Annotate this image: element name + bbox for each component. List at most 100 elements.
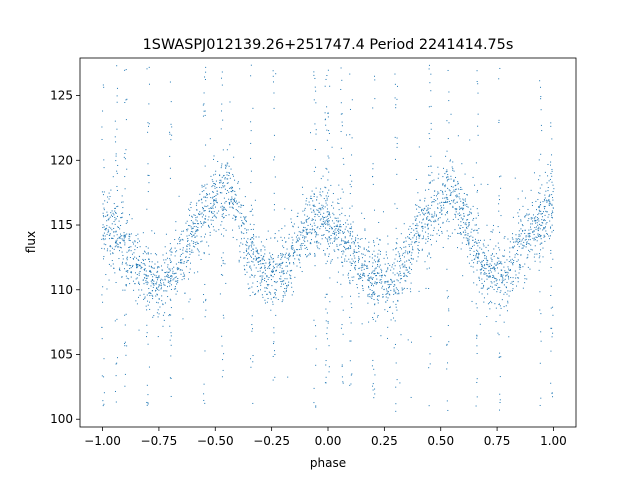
data-point xyxy=(327,211,329,213)
data-point xyxy=(130,271,132,273)
data-point xyxy=(190,207,192,209)
outlier-point xyxy=(115,155,117,157)
data-point xyxy=(225,215,227,217)
data-point xyxy=(523,241,525,243)
data-point xyxy=(508,336,510,338)
data-point xyxy=(392,301,394,303)
data-point xyxy=(329,242,331,244)
data-point xyxy=(497,257,499,259)
data-point xyxy=(490,281,492,283)
data-point xyxy=(170,279,172,281)
data-point xyxy=(536,217,538,219)
data-point xyxy=(221,215,223,217)
outlier-point xyxy=(251,315,253,317)
data-point xyxy=(244,257,246,259)
data-point xyxy=(226,193,228,195)
data-point xyxy=(195,219,197,221)
outlier-point xyxy=(372,168,374,170)
data-point xyxy=(144,251,146,253)
data-point xyxy=(363,273,365,275)
data-point xyxy=(151,279,153,281)
data-point xyxy=(366,265,368,267)
outlier-point xyxy=(551,138,553,140)
data-point xyxy=(358,275,360,277)
data-point xyxy=(427,240,429,242)
data-point xyxy=(403,287,405,289)
data-point xyxy=(215,198,217,200)
data-point xyxy=(266,283,268,285)
outlier-point xyxy=(325,364,327,366)
data-point xyxy=(486,259,488,261)
data-point xyxy=(356,287,358,289)
data-point xyxy=(281,255,283,257)
data-point xyxy=(373,299,375,301)
data-point xyxy=(468,240,470,242)
data-point xyxy=(552,197,554,199)
data-point xyxy=(301,232,303,234)
data-point xyxy=(290,275,292,277)
data-point xyxy=(366,266,368,268)
data-point xyxy=(458,224,460,226)
outlier-point xyxy=(500,215,502,217)
outlier-point xyxy=(475,303,477,305)
data-point xyxy=(118,236,120,238)
data-point xyxy=(488,270,490,272)
data-point xyxy=(390,283,392,285)
data-point xyxy=(334,239,336,241)
data-point xyxy=(525,235,527,237)
data-point xyxy=(315,241,317,243)
data-point xyxy=(385,288,387,290)
data-point xyxy=(341,231,343,233)
outlier-point xyxy=(272,265,274,267)
data-point xyxy=(130,233,132,235)
data-point xyxy=(280,253,282,255)
data-point xyxy=(546,222,548,224)
data-point xyxy=(373,259,375,261)
data-point xyxy=(374,281,376,283)
data-point xyxy=(304,227,306,229)
data-point xyxy=(414,234,416,236)
data-point xyxy=(314,219,316,221)
data-point xyxy=(303,222,305,224)
data-point xyxy=(326,168,328,170)
data-point xyxy=(527,256,529,258)
data-point xyxy=(189,203,191,205)
data-point xyxy=(465,237,467,239)
data-point xyxy=(329,216,331,218)
data-point xyxy=(447,187,449,189)
data-point xyxy=(349,248,351,250)
data-point xyxy=(528,249,530,251)
data-point xyxy=(358,278,359,280)
data-point xyxy=(165,233,167,235)
data-point xyxy=(195,229,197,231)
data-point xyxy=(246,240,248,242)
data-point xyxy=(389,264,391,266)
data-point xyxy=(282,271,284,273)
data-point xyxy=(377,295,379,297)
data-point xyxy=(251,246,253,248)
data-point xyxy=(498,257,500,259)
data-point xyxy=(232,236,234,238)
data-point xyxy=(358,278,360,280)
data-point xyxy=(216,193,218,195)
data-point xyxy=(344,215,346,217)
data-point xyxy=(541,216,543,218)
data-point xyxy=(316,245,318,247)
data-point xyxy=(445,155,447,157)
outlier-point xyxy=(250,182,252,184)
data-point xyxy=(475,256,477,258)
data-point xyxy=(479,269,481,271)
data-point xyxy=(328,245,330,247)
outlier-point xyxy=(374,75,375,77)
data-point xyxy=(371,297,373,299)
data-point xyxy=(520,266,522,268)
outlier-point xyxy=(430,122,432,124)
data-point xyxy=(532,231,534,233)
data-point xyxy=(202,222,204,224)
data-point xyxy=(157,336,159,338)
data-point xyxy=(188,271,190,273)
data-point xyxy=(201,202,203,204)
data-point xyxy=(518,240,520,242)
data-point xyxy=(410,231,412,233)
data-point xyxy=(162,314,164,316)
